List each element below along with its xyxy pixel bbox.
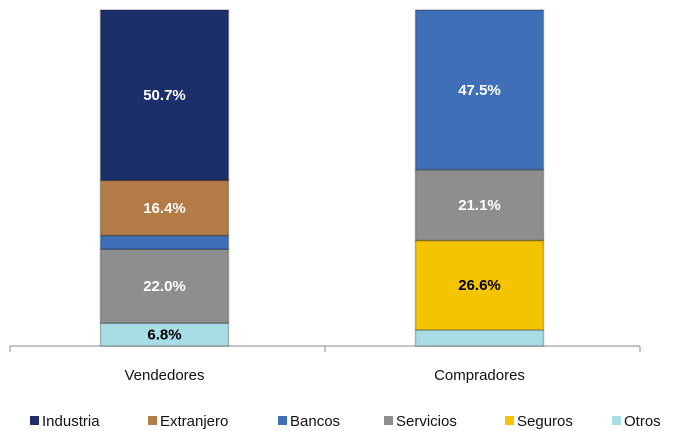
legend-label: Otros <box>624 413 661 430</box>
x-tick-label: Vendedores <box>124 367 204 384</box>
data-label: 21.1% <box>458 197 501 214</box>
bar-segment <box>414 329 545 347</box>
legend-swatch <box>148 416 157 425</box>
bar-segment <box>414 168 545 242</box>
data-label: 26.6% <box>458 277 501 294</box>
data-label: 22.0% <box>143 278 186 295</box>
bar-segment <box>99 322 230 347</box>
bar-segment <box>99 234 230 250</box>
legend-swatch <box>30 416 39 425</box>
data-label: 6.8% <box>147 327 181 344</box>
bar-segment <box>99 248 230 324</box>
x-tick-label: Compradores <box>434 367 525 384</box>
legend-label: Extranjero <box>160 413 228 430</box>
legend-swatch <box>278 416 287 425</box>
data-label: 16.4% <box>143 200 186 217</box>
bar-segment <box>414 239 545 331</box>
legend-swatch <box>384 416 393 425</box>
legend-label: Servicios <box>396 413 457 430</box>
legend-swatch <box>505 416 514 425</box>
bar-segment <box>99 179 230 237</box>
data-label: 50.7% <box>143 87 186 104</box>
data-label: 47.5% <box>458 82 501 99</box>
legend-label: Seguros <box>517 413 573 430</box>
bar-segment <box>99 9 230 182</box>
bar-segment <box>414 9 545 171</box>
legend-label: Bancos <box>290 413 340 430</box>
legend-label: Industria <box>42 413 100 430</box>
legend-swatch <box>612 416 621 425</box>
